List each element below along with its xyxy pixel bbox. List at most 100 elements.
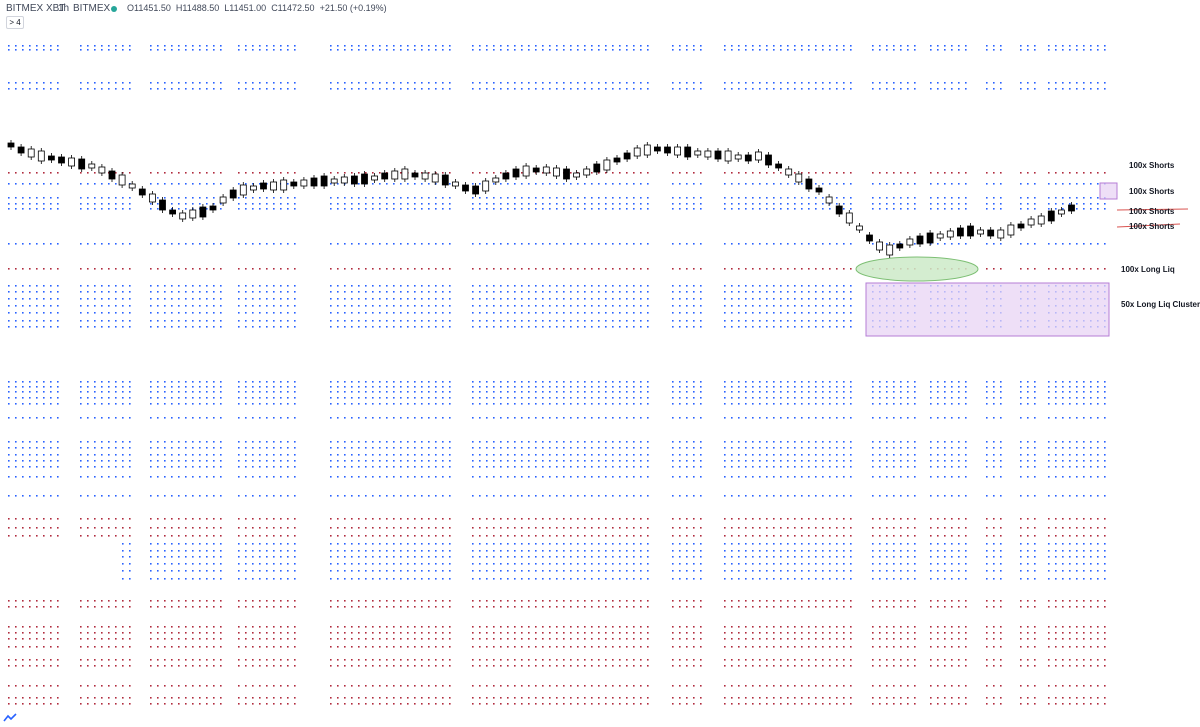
liq-dot <box>442 476 444 478</box>
liq-dot <box>379 291 381 293</box>
liq-dot <box>94 476 96 478</box>
liq-dot <box>1020 268 1022 270</box>
liq-dot <box>514 320 516 322</box>
liq-dot <box>273 172 275 174</box>
liq-dot <box>43 326 45 328</box>
liq-dot <box>937 495 939 497</box>
liq-dot <box>294 543 296 545</box>
liq-dot <box>129 208 131 210</box>
liq-dot <box>584 550 586 552</box>
liq-dot <box>535 326 537 328</box>
liq-dot <box>679 268 681 270</box>
liq-dot <box>780 527 782 529</box>
liq-dot <box>626 535 628 537</box>
liq-dot <box>351 535 353 537</box>
liq-dot <box>679 298 681 300</box>
liq-dot <box>206 381 208 383</box>
liq-dot <box>773 320 775 322</box>
liq-dot <box>829 460 831 462</box>
liq-dot <box>780 183 782 185</box>
liq-dot <box>442 298 444 300</box>
liq-dot <box>192 381 194 383</box>
liq-dot <box>738 556 740 558</box>
liq-dot <box>766 386 768 388</box>
liq-dot <box>185 82 187 84</box>
liq-dot <box>808 460 810 462</box>
liq-dot <box>633 441 635 443</box>
liq-dot <box>29 305 31 307</box>
liq-dot <box>1104 466 1106 468</box>
liq-dot <box>937 563 939 565</box>
liq-dot <box>1069 381 1071 383</box>
liq-dot <box>507 312 509 314</box>
liq-dot <box>330 495 332 497</box>
liq-dot <box>220 527 222 529</box>
liq-dot <box>829 535 831 537</box>
liq-dot <box>829 476 831 478</box>
liq-dot <box>951 550 953 552</box>
liq-dot <box>521 563 523 565</box>
liq-dot <box>220 460 222 462</box>
liq-dot <box>780 454 782 456</box>
liq-dot <box>220 172 222 174</box>
liq-dot <box>1083 454 1085 456</box>
liq-dot <box>514 326 516 328</box>
liq-dot <box>479 518 481 520</box>
liq-dot <box>612 172 614 174</box>
liq-dot <box>486 172 488 174</box>
liq-dot <box>29 391 31 393</box>
liq-dot <box>843 45 845 47</box>
liq-dot <box>937 172 939 174</box>
liq-dot <box>1048 403 1050 405</box>
liq-dot <box>626 49 628 51</box>
liq-dot <box>421 556 423 558</box>
liq-dot <box>407 454 409 456</box>
liq-dot <box>400 495 402 497</box>
liq-dot <box>686 556 688 558</box>
liq-dot <box>843 563 845 565</box>
liq-dot <box>192 570 194 572</box>
liq-dot <box>238 460 240 462</box>
liq-dot <box>421 320 423 322</box>
liq-dot <box>171 172 173 174</box>
liq-dot <box>570 326 572 328</box>
liq-dot <box>185 268 187 270</box>
liq-dot <box>507 268 509 270</box>
liq-dot <box>421 535 423 537</box>
liq-dot <box>893 243 895 245</box>
liq-dot <box>738 391 740 393</box>
liq-dot <box>365 495 367 497</box>
liq-dot <box>57 88 59 90</box>
liq-dot <box>633 550 635 552</box>
liq-dot <box>206 441 208 443</box>
liq-dot <box>724 326 726 328</box>
liq-dot <box>745 285 747 287</box>
liq-dot <box>900 535 902 537</box>
liq-dot <box>549 183 551 185</box>
symbol-name[interactable]: BITMEX XBT <box>6 3 66 14</box>
liq-dot <box>914 466 916 468</box>
liq-dot <box>351 82 353 84</box>
liq-dot <box>493 550 495 552</box>
liq-dot <box>337 298 339 300</box>
collapse-indicators-button[interactable]: > 4 <box>6 16 24 29</box>
liq-dot <box>893 82 895 84</box>
liq-dot <box>647 49 649 51</box>
liq-dot <box>1000 518 1002 520</box>
liq-dot <box>80 88 82 90</box>
liq-dot <box>1076 460 1078 462</box>
liq-dot <box>80 268 82 270</box>
liq-dot <box>8 386 10 388</box>
liq-dot <box>171 441 173 443</box>
liq-dot <box>773 550 775 552</box>
liq-dot <box>36 291 38 293</box>
liq-dot <box>372 203 374 205</box>
liq-dot <box>1062 386 1064 388</box>
liq-dot <box>937 466 939 468</box>
liq-dot <box>886 45 888 47</box>
liq-dot <box>822 476 824 478</box>
liq-dot <box>1104 203 1106 205</box>
interval-label[interactable]: 1h <box>58 3 70 14</box>
liq-dot <box>993 417 995 419</box>
